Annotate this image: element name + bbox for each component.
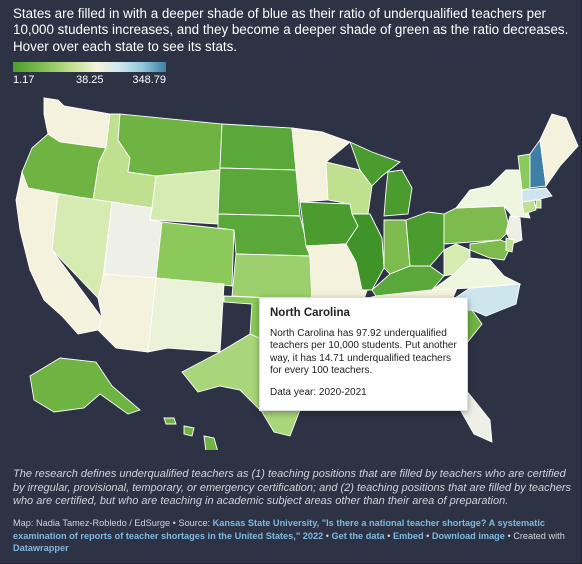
legend-labels: 1.17 38.25 348.79 [13,74,166,88]
state-indiana[interactable] [383,219,411,275]
legend-min-label: 1.17 [13,74,35,86]
credits-separator: • [384,530,393,541]
datawrapper-link[interactable]: Datawrapper [13,543,69,553]
state-south-dakota[interactable] [217,167,301,217]
state-new-jersey[interactable] [505,215,523,245]
state-wyoming[interactable] [149,169,221,225]
source-link[interactable]: Kansas State University, "Is there a nat… [13,518,546,541]
state-pennsylvania[interactable] [443,205,511,245]
legend-gradient-bar [13,62,166,72]
tooltip-title: North Carolina [270,307,350,319]
tooltip-body: North Carolina has 97.92 underqualified … [270,328,457,376]
state-alaska[interactable] [29,357,141,415]
state-arizona[interactable] [97,273,157,353]
state-north-dakota[interactable] [219,123,297,171]
chart-description: States are filled in with a deeper shade… [13,6,569,54]
state-maryland[interactable] [469,239,513,261]
state-hawaii[interactable] [163,417,218,450]
state-maine[interactable] [539,113,579,188]
state-delaware[interactable] [505,237,515,253]
credits-created-with: • Created with [504,530,565,541]
state-colorado[interactable] [155,221,235,287]
state-montana[interactable] [117,113,223,177]
credits-line: Map: Nadia Tamez-Robledo / EdSurge • Sou… [13,517,579,555]
state-west-virginia[interactable] [443,243,471,277]
definition-note: The research defines underqualified teac… [13,468,572,508]
credits-separator: • [323,530,332,541]
legend-mid-label: 38.25 [76,74,104,86]
download-image-link[interactable]: Download image [431,530,505,541]
color-legend: 1.17 38.25 348.79 [13,62,166,88]
credits-prefix: Map: Nadia Tamez-Robledo / EdSurge • Sou… [13,518,213,528]
tooltip-data-year: Data year: 2020-2021 [270,387,367,399]
state-rhode-island[interactable] [535,199,542,209]
credits-separator: • [423,530,432,541]
state-illinois[interactable] [345,213,385,291]
legend-max-label: 348.79 [132,74,166,86]
state-michigan[interactable] [349,141,413,217]
state-new-mexico[interactable] [147,277,225,353]
get-data-link[interactable]: Get the data [331,530,385,541]
state-ohio[interactable] [405,211,445,267]
state-tooltip: North Carolina North Carolina has 97.92 … [259,297,468,411]
embed-link[interactable]: Embed [392,530,424,541]
state-kansas[interactable] [231,253,313,301]
state-massachusetts[interactable] [521,187,553,203]
